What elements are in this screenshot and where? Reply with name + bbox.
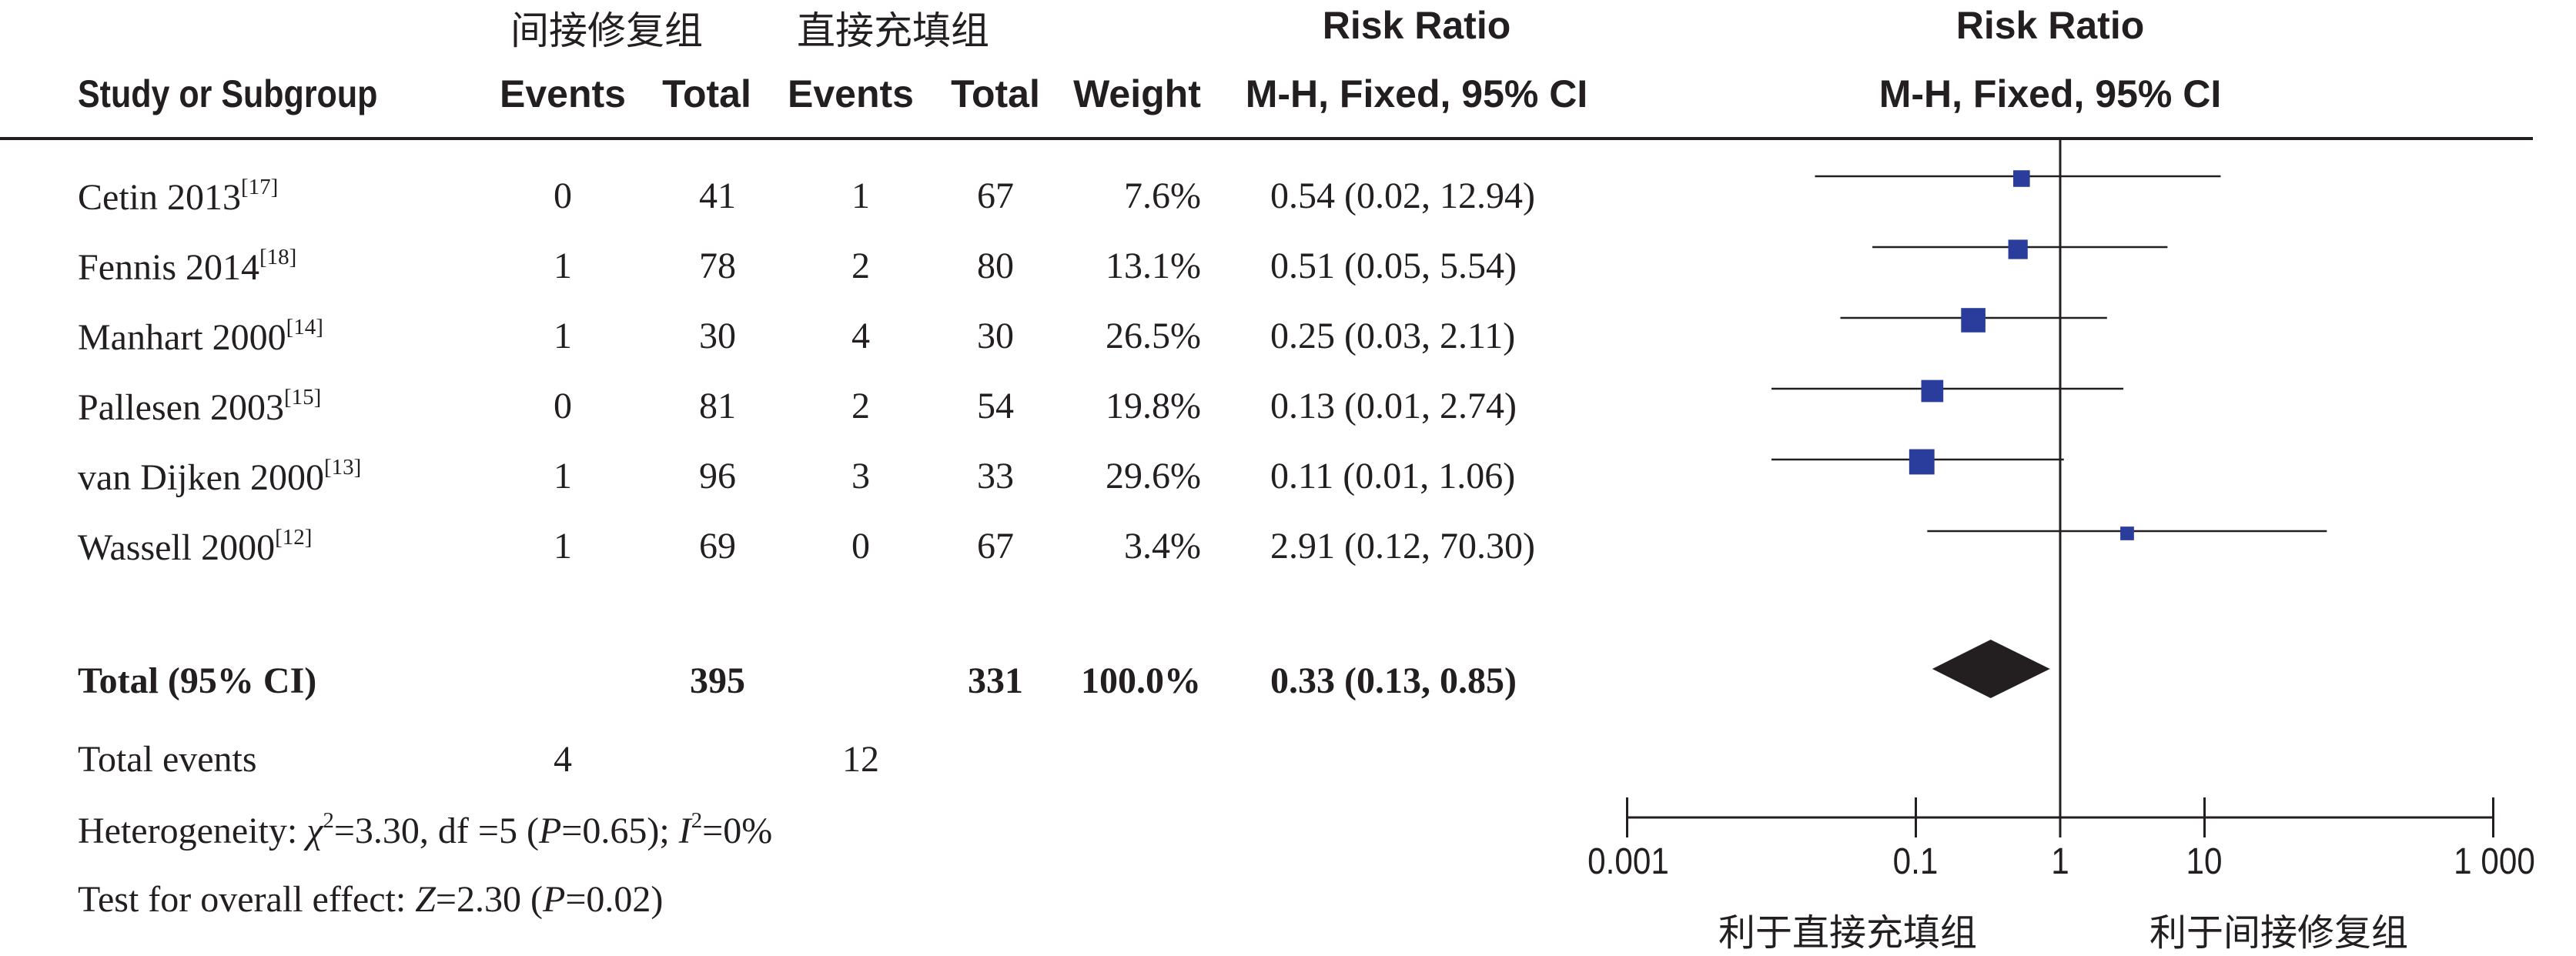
weight: 26.5% [1106,316,1201,356]
total-weight: 100.0% [1081,660,1201,701]
col-header-study: Study or Subgroup [78,72,378,115]
weight: 7.6% [1124,175,1201,216]
risk-ratio-ci: 0.11 (0.01, 1.06) [1270,456,1516,496]
col-header-ci-plot: M-H, Fixed, 95% CI [1878,72,2222,115]
total-indirect: 395 [690,660,745,701]
study-name: Cetin 2013[17] [78,175,279,218]
point-estimate-square [2120,526,2134,540]
events-indirect: 1 [554,246,572,286]
risk-ratio-title-plot: Risk Ratio [1955,4,2145,47]
point-estimate-square [1909,449,1935,475]
events-direct: 2 [851,386,870,426]
risk-ratio-ci: 2.91 (0.12, 70.30) [1270,526,1535,567]
total-indirect: 96 [699,456,736,496]
favours-direct-label: 利于直接充填组 [1718,913,1978,954]
study-name: Wassell 2000[12] [78,525,313,568]
events-direct: 4 [851,316,870,356]
risk-ratio-title-table: Risk Ratio [1322,4,1511,47]
events-indirect: 0 [554,175,572,216]
total-events-label: Total events [78,739,257,780]
tick-label-10: 10 [2186,841,2223,882]
tick-label-1: 1 [2051,841,2069,882]
total-indirect: 78 [699,246,736,286]
col-header-events-1: Events [500,72,626,115]
group-label-direct: 直接充填组 [797,9,989,52]
total-indirect: 30 [699,316,736,356]
col-header-events-2: Events [788,72,914,115]
overall-effect-text: Test for overall effect: Z=2.30 (P=0.02) [78,879,664,920]
total-indirect: 81 [699,386,736,426]
study-name: van Dijken 2000[13] [78,455,362,498]
risk-ratio-ci: 0.54 (0.02, 12.94) [1270,175,1535,216]
total-label: Total (95% CI) [78,660,317,701]
total-indirect: 69 [699,526,736,567]
total-direct: 80 [977,246,1014,286]
pooled-diamond [1932,640,2050,698]
group-label-indirect: 间接修复组 [510,9,703,52]
risk-ratio-ci: 0.25 (0.03, 2.11) [1270,316,1516,356]
col-header-total-2: Total [951,72,1040,115]
tick-label-0.001: 0.001 [1587,841,1669,882]
heterogeneity-text: Heterogeneity: χ2=3.30, df =5 (P=0.65); … [78,808,773,851]
events-direct: 0 [851,526,870,567]
weight: 19.8% [1106,386,1201,426]
total-direct: 331 [968,660,1023,701]
events-indirect: 0 [554,386,572,426]
events-indirect: 1 [554,316,572,356]
col-header-ci-table: M-H, Fixed, 95% CI [1245,72,1588,115]
col-header-weight: Weight [1073,72,1201,115]
risk-ratio-ci: 0.51 (0.05, 5.54) [1270,246,1517,286]
total-direct: 54 [977,386,1014,426]
total-events-indirect: 4 [554,739,572,780]
events-direct: 1 [851,175,870,216]
events-direct: 3 [851,456,870,496]
favours-indirect-label: 利于间接修复组 [2149,913,2409,954]
events-direct: 2 [851,246,870,286]
header-rule [0,137,2533,140]
total-direct: 30 [977,316,1014,356]
point-estimate-square [1961,308,1986,333]
point-estimate-square [2008,239,2028,259]
tick-label-0.1: 0.1 [1892,841,1939,882]
events-indirect: 1 [554,456,572,496]
study-name: Manhart 2000[14] [78,315,323,358]
weight: 13.1% [1106,246,1201,286]
total-direct: 67 [977,175,1014,216]
col-header-total-1: Total [662,72,751,115]
weight: 3.4% [1124,526,1201,567]
study-name: Fennis 2014[18] [78,245,297,288]
total-direct: 67 [977,526,1014,567]
tick-label-1000: 1 000 [2454,841,2535,882]
total-risk-ratio-ci: 0.33 (0.13, 0.85) [1270,660,1517,701]
total-direct: 33 [977,456,1014,496]
point-estimate-square [2013,170,2030,187]
risk-ratio-ci: 0.13 (0.01, 2.74) [1270,386,1517,426]
study-name: Pallesen 2003[15] [78,385,322,428]
point-estimate-square [1921,379,1944,403]
total-events-direct: 12 [842,739,879,780]
weight: 29.6% [1106,456,1201,496]
events-indirect: 1 [554,526,572,567]
total-indirect: 41 [699,175,736,216]
